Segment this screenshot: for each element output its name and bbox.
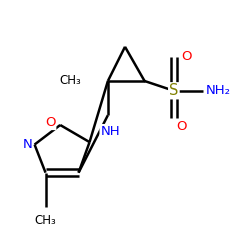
Text: N: N — [22, 138, 32, 151]
Text: CH₃: CH₃ — [59, 74, 81, 88]
Text: NH: NH — [100, 125, 120, 138]
Text: O: O — [45, 116, 55, 129]
Text: O: O — [181, 50, 192, 63]
Text: S: S — [169, 83, 178, 98]
Text: CH₃: CH₃ — [35, 214, 56, 227]
Text: NH₂: NH₂ — [206, 84, 231, 97]
Text: O: O — [176, 120, 187, 133]
